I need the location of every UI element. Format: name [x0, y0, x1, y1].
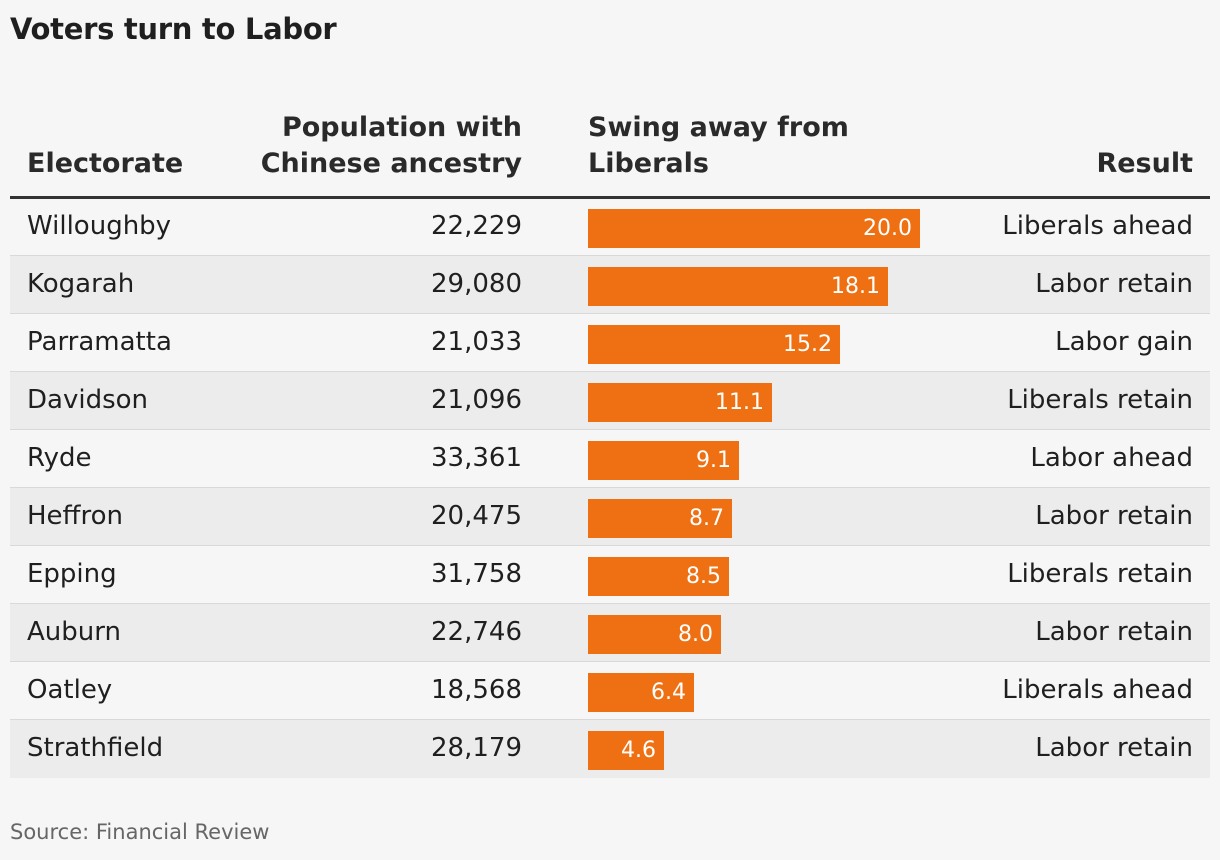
population-cell: 21,096 — [431, 385, 522, 415]
swing-bar-label: 18.1 — [831, 274, 880, 299]
header-population: Population with Chinese ancestry — [202, 110, 522, 182]
electorate-cell: Parramatta — [27, 327, 172, 357]
swing-bar: 15.2 — [588, 325, 840, 364]
swing-bar: 6.4 — [588, 673, 694, 712]
swing-bar-label: 8.7 — [689, 506, 724, 531]
electorate-cell: Ryde — [27, 443, 92, 473]
table-row: Parramatta 21,033 15.2 Labor gain — [10, 314, 1210, 372]
table-row: Davidson 21,096 11.1 Liberals retain — [10, 372, 1210, 430]
population-cell: 28,179 — [431, 733, 522, 763]
header-electorate: Electorate — [27, 148, 184, 179]
swing-bar: 4.6 — [588, 731, 664, 770]
table-body: Willoughby 22,229 20.0 Liberals ahead Kogara… — [10, 198, 1210, 778]
swing-bar-label: 9.1 — [696, 448, 731, 473]
swing-bar: 9.1 — [588, 441, 739, 480]
electorate-cell: Epping — [27, 559, 117, 589]
swing-bar: 11.1 — [588, 383, 772, 422]
result-cell: Liberals ahead — [1002, 675, 1193, 705]
result-cell: Labor retain — [1035, 617, 1193, 647]
table-row: Oatley 18,568 6.4 Liberals ahead — [10, 662, 1210, 720]
result-cell: Liberals ahead — [1002, 211, 1193, 241]
population-cell: 22,229 — [431, 211, 522, 241]
swing-bar-label: 20.0 — [863, 216, 912, 241]
result-cell: Labor retain — [1035, 269, 1193, 299]
table-row: Ryde 33,361 9.1 Labor ahead — [10, 430, 1210, 488]
electorate-cell: Auburn — [27, 617, 121, 647]
table-row: Willoughby 22,229 20.0 Liberals ahead — [10, 198, 1210, 256]
swing-bar-label: 6.4 — [651, 680, 686, 705]
result-cell: Labor gain — [1055, 327, 1193, 357]
population-cell: 33,361 — [431, 443, 522, 473]
result-cell: Liberals retain — [1007, 385, 1193, 415]
table-row: Kogarah 29,080 18.1 Labor retain — [10, 256, 1210, 314]
electorate-cell: Heffron — [27, 501, 123, 531]
table-row: Strathfield 28,179 4.6 Labor retain — [10, 720, 1210, 778]
result-cell: Labor retain — [1035, 733, 1193, 763]
swing-bar: 8.0 — [588, 615, 721, 654]
result-cell: Liberals retain — [1007, 559, 1193, 589]
swing-bar-label: 8.0 — [678, 622, 713, 647]
result-cell: Labor ahead — [1030, 443, 1193, 473]
population-cell: 29,080 — [431, 269, 522, 299]
header-population-line1: Population with — [281, 112, 522, 143]
swing-bar-label: 15.2 — [783, 332, 832, 357]
electorate-cell: Kogarah — [27, 269, 135, 299]
population-cell: 31,758 — [431, 559, 522, 589]
table-row: Epping 31,758 8.5 Liberals retain — [10, 546, 1210, 604]
swing-bar-label: 11.1 — [715, 390, 764, 415]
result-cell: Labor retain — [1035, 501, 1193, 531]
electorate-cell: Strathfield — [27, 733, 164, 763]
chart-title: Voters turn to Labor — [10, 12, 337, 46]
table-row: Auburn 22,746 8.0 Labor retain — [10, 604, 1210, 662]
swing-bar-label: 8.5 — [686, 564, 721, 589]
table-row: Heffron 20,475 8.7 Labor retain — [10, 488, 1210, 546]
header-result: Result — [1096, 148, 1193, 179]
header-population-line2: Chinese ancestry — [260, 148, 522, 179]
population-cell: 22,746 — [431, 617, 522, 647]
population-cell: 20,475 — [431, 501, 522, 531]
population-cell: 18,568 — [431, 675, 522, 705]
header-swing-line1: Swing away from — [588, 112, 849, 143]
header-swing-line2: Liberals — [588, 148, 709, 179]
electorate-cell: Davidson — [27, 385, 148, 415]
swing-bar: 18.1 — [588, 267, 888, 306]
swing-bar: 8.5 — [588, 557, 729, 596]
population-cell: 21,033 — [431, 327, 522, 357]
swing-bar: 8.7 — [588, 499, 732, 538]
swing-bar: 20.0 — [588, 209, 920, 248]
electorate-cell: Oatley — [27, 675, 113, 705]
electorate-cell: Willoughby — [27, 211, 172, 241]
source-note: Source: Financial Review — [10, 820, 270, 844]
swing-bar-label: 4.6 — [621, 738, 656, 763]
header-swing: Swing away from Liberals — [588, 110, 948, 182]
table-header: Electorate Population with Chinese ances… — [10, 100, 1210, 199]
